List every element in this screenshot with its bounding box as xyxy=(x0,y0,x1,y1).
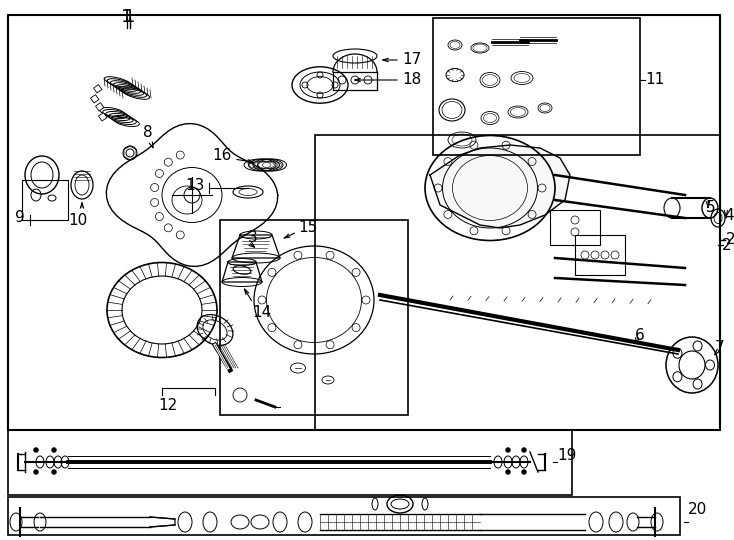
Bar xyxy=(550,210,600,245)
Circle shape xyxy=(521,469,526,475)
Text: 9: 9 xyxy=(15,210,25,225)
Text: 8: 8 xyxy=(143,125,153,140)
Bar xyxy=(220,220,408,415)
Bar xyxy=(90,94,99,103)
Bar xyxy=(8,15,720,430)
Polygon shape xyxy=(430,145,570,228)
Bar xyxy=(8,430,572,495)
Text: 18: 18 xyxy=(402,72,421,87)
Circle shape xyxy=(34,469,38,475)
Text: 4: 4 xyxy=(724,207,733,222)
Text: 13: 13 xyxy=(186,178,205,192)
Bar xyxy=(575,235,625,275)
Text: 17: 17 xyxy=(402,52,421,68)
Bar xyxy=(8,497,680,535)
Bar xyxy=(98,113,107,121)
Text: 20: 20 xyxy=(688,503,708,517)
Circle shape xyxy=(506,448,511,453)
Text: 12: 12 xyxy=(159,398,178,413)
Bar xyxy=(433,18,640,155)
Text: 14: 14 xyxy=(252,305,272,320)
Text: 16: 16 xyxy=(213,147,232,163)
Bar xyxy=(315,135,720,430)
Bar xyxy=(95,103,104,111)
Circle shape xyxy=(506,469,511,475)
Circle shape xyxy=(521,448,526,453)
Text: 19: 19 xyxy=(557,449,576,463)
Circle shape xyxy=(51,448,57,453)
Text: 1: 1 xyxy=(121,8,133,26)
Text: 6: 6 xyxy=(635,328,644,343)
Text: 7: 7 xyxy=(715,341,724,355)
Text: 10: 10 xyxy=(68,213,87,228)
Text: 2: 2 xyxy=(726,233,734,247)
Text: 2: 2 xyxy=(722,238,732,253)
Circle shape xyxy=(34,448,38,453)
Text: 15: 15 xyxy=(298,220,317,235)
Text: 5: 5 xyxy=(706,199,716,214)
Text: 3: 3 xyxy=(248,231,258,246)
Circle shape xyxy=(51,469,57,475)
Text: 1: 1 xyxy=(124,8,136,26)
Bar xyxy=(93,85,102,93)
Bar xyxy=(22,180,68,220)
Text: 11: 11 xyxy=(645,72,664,87)
